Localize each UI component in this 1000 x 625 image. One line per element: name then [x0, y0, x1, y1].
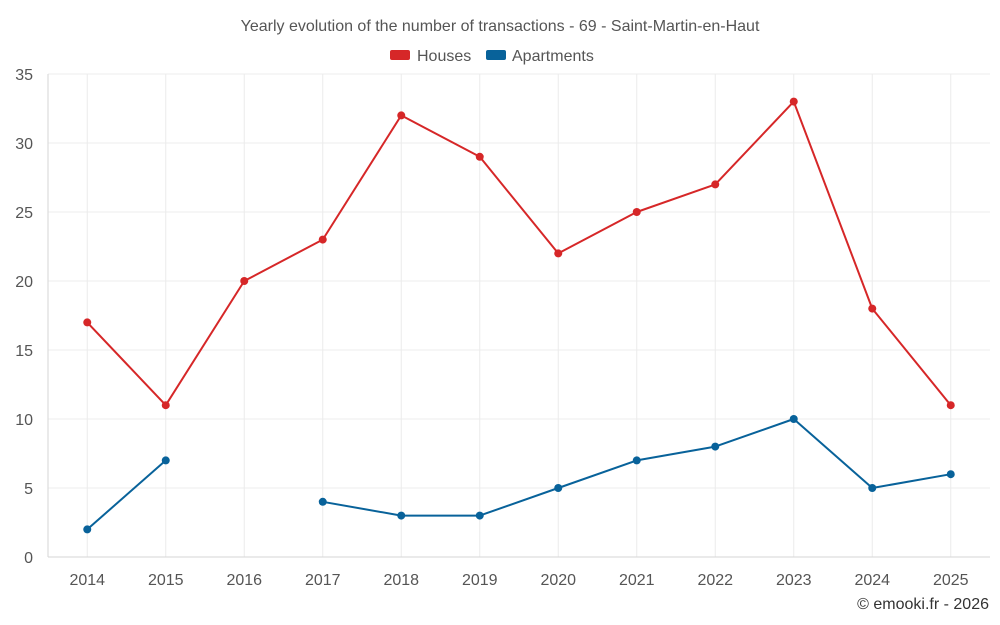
x-tick-label: 2017 [305, 572, 341, 589]
data-point-apartments[interactable] [475, 511, 484, 520]
data-point-apartments[interactable] [789, 415, 798, 423]
x-tick-label: 2023 [776, 572, 812, 589]
x-tick-label: 2019 [462, 572, 498, 589]
legend-item-apartments[interactable]: Apartments [486, 48, 594, 65]
data-point-houses[interactable] [83, 318, 92, 327]
data-point-houses[interactable] [161, 401, 170, 410]
y-tick-label: 0 [24, 550, 33, 567]
y-tick-label: 5 [24, 481, 33, 498]
data-point-apartments[interactable] [554, 484, 563, 492]
x-tick-label: 2022 [697, 572, 733, 589]
data-point-houses[interactable] [554, 249, 563, 258]
data-point-houses[interactable] [475, 152, 484, 161]
x-tick-label: 2018 [383, 572, 419, 589]
data-point-houses[interactable] [946, 401, 955, 410]
y-tick-label: 25 [15, 205, 33, 222]
series-apartments [83, 415, 955, 534]
x-tick-label: 2015 [148, 572, 184, 589]
series [83, 97, 955, 534]
x-tick-label: 2014 [69, 572, 105, 589]
data-point-houses[interactable] [318, 235, 327, 244]
legend-label-apartments: Apartments [512, 48, 594, 65]
y-tick-label: 10 [15, 412, 33, 429]
legend: Houses Apartments [390, 48, 594, 65]
series-houses [83, 97, 955, 410]
y-tick-label: 30 [15, 136, 33, 153]
data-point-houses[interactable] [240, 277, 249, 285]
data-point-apartments[interactable] [397, 511, 406, 520]
data-point-apartments[interactable] [318, 497, 327, 506]
data-point-houses[interactable] [711, 180, 720, 189]
series-line-houses [86, 100, 952, 407]
data-point-houses[interactable] [632, 208, 641, 216]
data-point-apartments[interactable] [711, 442, 720, 451]
x-tick-label: 2025 [933, 572, 969, 589]
data-point-houses[interactable] [868, 304, 877, 313]
legend-swatch-apartments [486, 50, 506, 60]
x-tick-label: 2021 [619, 572, 655, 589]
y-tick-label: 15 [15, 343, 33, 360]
x-tick-label: 2024 [854, 572, 890, 589]
chart-title: Yearly evolution of the number of transa… [241, 18, 760, 35]
data-point-houses[interactable] [397, 111, 406, 120]
legend-item-houses[interactable]: Houses [390, 48, 471, 65]
x-tick-label: 2016 [226, 572, 262, 589]
series-line-apartments [86, 459, 167, 531]
data-point-houses[interactable] [789, 97, 798, 106]
legend-label-houses: Houses [417, 48, 471, 65]
x-tick-label: 2020 [540, 572, 576, 589]
y-tick-label: 35 [15, 67, 33, 84]
data-point-apartments[interactable] [632, 456, 641, 465]
legend-swatch-houses [390, 50, 410, 60]
data-point-apartments[interactable] [946, 470, 955, 479]
grid [48, 73, 990, 557]
data-point-apartments[interactable] [83, 525, 92, 534]
data-point-apartments[interactable] [868, 484, 877, 492]
y-tick-label: 20 [15, 274, 33, 291]
data-point-apartments[interactable] [161, 456, 170, 465]
credit-text: © emooki.fr - 2026 [857, 596, 989, 613]
